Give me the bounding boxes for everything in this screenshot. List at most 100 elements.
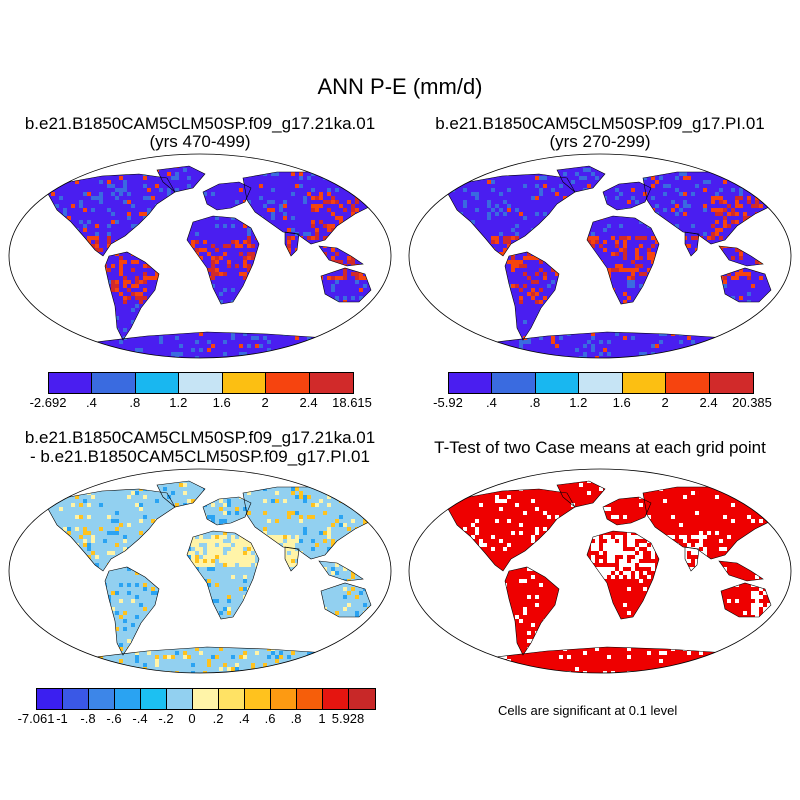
colorbar-swatch (245, 689, 271, 709)
coastline-southAmerica (104, 566, 160, 656)
top-left-panel-title-line1: b.e21.B1850CAM5CLM50SP.f09_g17.21ka.01 (24, 114, 376, 133)
top-right-panel-title-line1: b.e21.B1850CAM5CLM50SP.f09_g17.PI.01 (435, 114, 765, 133)
bottom-right-panel-title: T-Test of two Case means at each grid po… (434, 438, 766, 457)
colorbar-swatch (309, 373, 353, 393)
colorbar-tick-label: -.6 (106, 711, 122, 726)
colorbar-tick-label: .4 (486, 395, 497, 410)
colorbar-tick-label: .4 (86, 395, 97, 410)
coastline-india (284, 231, 300, 257)
colorbar-tick-label: 5.928 (331, 711, 365, 726)
map-case-pi (408, 153, 792, 359)
colorbar-swatch (135, 373, 180, 393)
colorbar-tick-label: 0 (188, 711, 196, 726)
coastline-europe (202, 496, 252, 526)
colorbar-tick-label: 1 (318, 711, 326, 726)
colorbar-swatch (193, 689, 219, 709)
colorbar-swatch (535, 373, 580, 393)
coastline-northAmerica (446, 173, 576, 257)
colorbar-swatch (579, 373, 623, 393)
coastline-greenland (156, 165, 206, 193)
colorbar-swatch (266, 373, 310, 393)
colorbar-tick-label: 2 (661, 395, 669, 410)
coastline-seAsia (318, 245, 364, 267)
colorbar-tick-label: 1.6 (612, 395, 631, 410)
colorbar-swatch (89, 689, 115, 709)
colorbar-tick-label: .2 (212, 711, 224, 726)
colorbar-tick-label: 18.615 (332, 395, 372, 410)
colorbar-tick-label: 1.2 (569, 395, 588, 410)
significance-note: Cells are significant at 0.1 level (498, 703, 678, 718)
coastline-india (684, 231, 700, 257)
colorbar-swatch (167, 689, 193, 709)
top-left-panel-title-line2: (yrs 470-499) (149, 132, 251, 151)
colorbar-swatch (222, 373, 267, 393)
map-frame (8, 153, 392, 359)
coastline-africa (586, 215, 660, 305)
colorbar-swatch (492, 373, 536, 393)
coastline-australia (320, 267, 372, 303)
figure-title: ANN P-E (mm/d) (317, 74, 483, 99)
coastline-australia (320, 582, 372, 618)
colorbar-swatch (709, 373, 753, 393)
colorbar-swatch (92, 373, 136, 393)
top-right-panel-title-line2: (yrs 270-299) (549, 132, 651, 151)
colorbar-tick-label: -.8 (80, 711, 96, 726)
colorbar-tick-label: 2.4 (299, 395, 318, 410)
coastline-southAmerica (104, 251, 160, 341)
coastline-europe (602, 181, 652, 211)
colorbar-tick-label: -7.061 (17, 711, 55, 726)
colorbar-tick-label: .4 (238, 711, 250, 726)
colorbar-tick-label: -2.692 (29, 395, 67, 410)
coastline-australia (720, 267, 772, 303)
colorbar-tick-label: -5.92 (433, 395, 463, 410)
map-case-21ka (8, 153, 392, 359)
coastline-greenland (156, 480, 206, 508)
coastline-southAmerica (504, 566, 560, 656)
colorbar-tick-label: 1.2 (169, 395, 188, 410)
coastline-northAmerica (46, 488, 176, 572)
colorbar-tick-label: .8 (529, 395, 541, 410)
colorbar-case-21ka (48, 372, 354, 394)
coastline-africa (186, 530, 260, 620)
colorbar-swatch (323, 689, 349, 709)
colorbar-swatch (141, 689, 167, 709)
colorbar-swatch (666, 373, 710, 393)
map-frame (408, 153, 792, 359)
coastline-australia (720, 582, 772, 618)
coastline-africa (186, 215, 260, 305)
colorbar-tick-label: -.4 (132, 711, 148, 726)
colorbar-tick-label: 1.6 (212, 395, 231, 410)
colorbar-swatch (115, 689, 141, 709)
colorbar-tick-label: 2.4 (699, 395, 718, 410)
colorbar-swatch (219, 689, 245, 709)
colorbar-swatch (622, 373, 667, 393)
colorbar-swatch (271, 689, 297, 709)
coastline-india (684, 546, 700, 572)
colorbar-swatch (63, 689, 89, 709)
colorbar-tick-label: -.2 (158, 711, 174, 726)
colorbar-tick-label: -1 (56, 711, 68, 726)
coastline-southAmerica (504, 251, 560, 341)
bottom-left-panel-title-line2: - b.e21.B1850CAM5CLM50SP.f09_g17.PI.01 (30, 447, 370, 466)
coastline-europe (602, 496, 652, 526)
colorbar-swatch (37, 689, 63, 709)
colorbar-swatch (349, 689, 375, 709)
map-difference (8, 468, 392, 674)
bottom-left-panel-title-line1: b.e21.B1850CAM5CLM50SP.f09_g17.21ka.01 (24, 428, 376, 447)
coastline-africa (586, 530, 660, 620)
coastline-seAsia (718, 245, 764, 267)
colorbar-tick-label: .8 (290, 711, 302, 726)
coastline-europe (202, 181, 252, 211)
colorbar-tick-label: 20.385 (732, 395, 772, 410)
colorbar-case-pi (448, 372, 754, 394)
coastline-seAsia (718, 560, 764, 582)
coastline-greenland (556, 165, 606, 193)
map-frame (8, 468, 392, 674)
coastline-greenland (556, 480, 606, 508)
colorbar-swatch (449, 373, 493, 393)
colorbar-tick-label: 2 (261, 395, 269, 410)
coastline-india (284, 546, 300, 572)
colorbar-swatch (49, 373, 93, 393)
colorbar-tick-label: .8 (129, 395, 141, 410)
colorbar-tick-label: .6 (264, 711, 276, 726)
